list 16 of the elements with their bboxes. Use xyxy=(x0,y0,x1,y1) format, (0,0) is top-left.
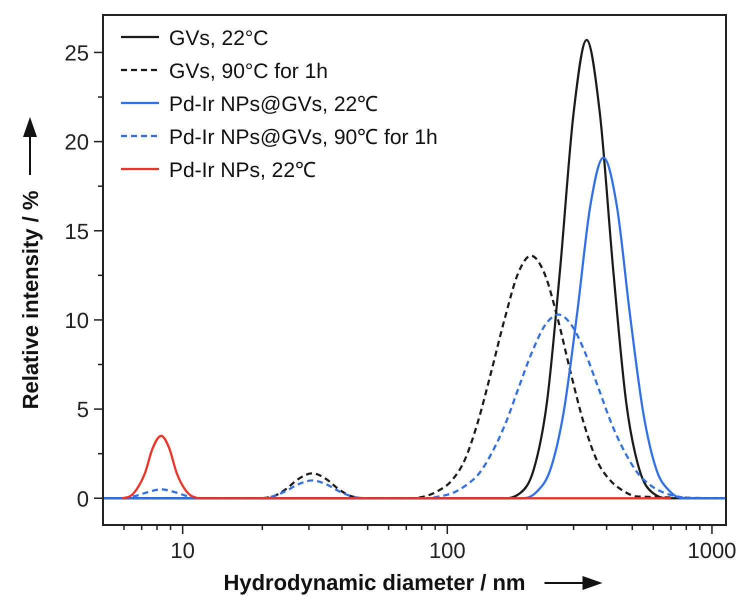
y-tick-label: 25 xyxy=(64,40,89,66)
y-tick-label: 0 xyxy=(76,486,89,512)
legend-label: Pd-Ir NPs, 22℃ xyxy=(169,159,316,182)
y-tick-label: 15 xyxy=(64,218,89,244)
x-tick-label: 1000 xyxy=(687,538,736,563)
legend-label: GVs, 22°C xyxy=(169,27,268,50)
y-tick-label: 10 xyxy=(64,308,89,333)
y-tick-label: 5 xyxy=(76,397,89,422)
legend-label: Pd-Ir NPs@GVs, 90℃ for 1h xyxy=(169,126,438,149)
legend-label: Pd-Ir NPs@GVs, 22℃ xyxy=(169,93,378,116)
x-tick-label: 100 xyxy=(428,538,466,563)
x-axis-title: Hydrodynamic diameter / nm xyxy=(224,570,526,595)
y-tick-label: 20 xyxy=(64,130,89,155)
x-tick-label: 10 xyxy=(170,538,195,563)
legend-label: GVs, 90°C for 1h xyxy=(169,60,328,83)
y-axis-title: Relative intensity / % xyxy=(18,190,43,410)
